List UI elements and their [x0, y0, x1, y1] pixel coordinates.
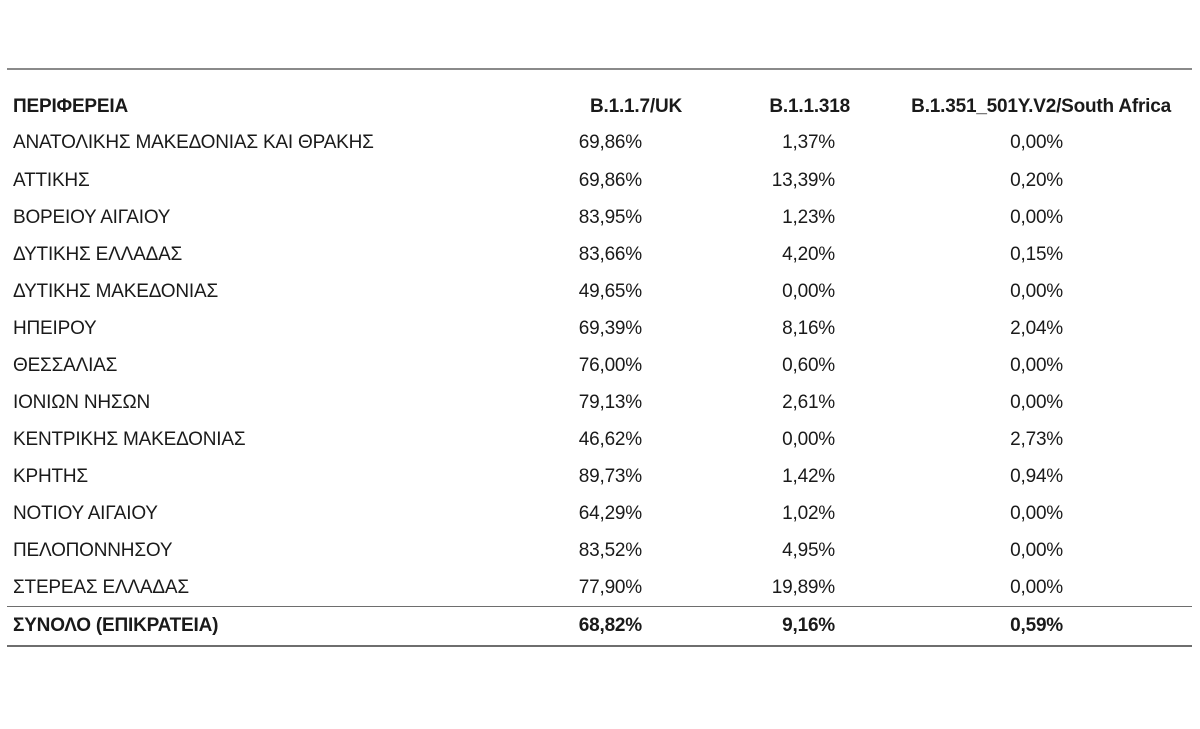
table-row: ΗΠΕΙΡΟΥ 69,39% 8,16% 2,04% — [7, 310, 1192, 347]
table-row: ΔΥΤΙΚΗΣ ΜΑΚΕΔΟΝΙΑΣ 49,65% 0,00% 0,00% — [7, 273, 1192, 310]
uk-cell: 83,95% — [578, 206, 642, 228]
region-cell: ΑΝΑΤΟΛΙΚΗΣ ΜΑΚΕΔΟΝΙΑΣ ΚΑΙ ΘΡΑΚΗΣ — [13, 132, 374, 153]
total-uk: 68,82% — [578, 615, 642, 636]
b318-cell: 4,20% — [782, 243, 835, 265]
header-uk-variant: B.1.1.7/UK — [590, 96, 682, 117]
uk-cell: 83,52% — [578, 539, 642, 561]
table-row: ΒΟΡΕΙΟΥ ΑΙΓΑΙΟΥ 83,95% 1,23% 0,00% — [7, 199, 1192, 236]
uk-cell: 77,90% — [578, 576, 642, 598]
table-row: ΚΕΝΤΡΙΚΗΣ ΜΑΚΕΔΟΝΙΑΣ 46,62% 0,00% 2,73% — [7, 421, 1192, 458]
table-row: ΔΥΤΙΚΗΣ ΕΛΛΑΔΑΣ 83,66% 4,20% 0,15% — [7, 236, 1192, 273]
b318-cell: 0,00% — [782, 428, 835, 450]
sa-cell: 2,73% — [1010, 428, 1063, 450]
uk-cell: 69,86% — [578, 132, 642, 153]
header-south-africa-variant: B.1.351_501Y.V2/South Africa — [911, 96, 1171, 117]
sa-cell: 0,00% — [1010, 502, 1063, 524]
table-bottom-rule — [7, 645, 1192, 647]
b318-cell: 0,00% — [782, 280, 835, 302]
uk-cell: 79,13% — [578, 391, 642, 413]
region-cell: ΚΡΗΤΗΣ — [13, 465, 88, 487]
table-top-rule — [7, 68, 1192, 70]
sa-cell: 0,15% — [1010, 243, 1063, 265]
region-cell: ΙΟΝΙΩΝ ΝΗΣΩΝ — [13, 391, 150, 413]
region-cell: ΘΕΣΣΑΛΙΑΣ — [13, 354, 118, 376]
uk-cell: 49,65% — [578, 280, 642, 302]
table-header-row: ΠΕΡΙΦΕΡΕΙΑ B.1.1.7/UK B.1.1.318 B.1.351_… — [7, 70, 1192, 124]
header-region: ΠΕΡΙΦΕΡΕΙΑ — [13, 96, 128, 117]
uk-cell: 46,62% — [578, 428, 642, 450]
table-row: ΑΝΑΤΟΛΙΚΗΣ ΜΑΚΕΔΟΝΙΑΣ ΚΑΙ ΘΡΑΚΗΣ 69,86% … — [7, 124, 1192, 162]
total-b318: 9,16% — [782, 615, 835, 636]
region-cell: ΣΤΕΡΕΑΣ ΕΛΛΑΔΑΣ — [13, 576, 189, 598]
table-row: ΠΕΛΟΠΟΝΝΗΣΟΥ 83,52% 4,95% 0,00% — [7, 532, 1192, 569]
region-cell: ΔΥΤΙΚΗΣ ΜΑΚΕΔΟΝΙΑΣ — [13, 280, 218, 302]
sa-cell: 0,00% — [1010, 132, 1063, 153]
region-cell: ΔΥΤΙΚΗΣ ΕΛΛΑΔΑΣ — [13, 243, 183, 265]
header-b11318-variant: B.1.1.318 — [769, 96, 850, 117]
sa-cell: 0,00% — [1010, 391, 1063, 413]
region-cell: ΠΕΛΟΠΟΝΝΗΣΟΥ — [13, 539, 173, 561]
region-cell: ΚΕΝΤΡΙΚΗΣ ΜΑΚΕΔΟΝΙΑΣ — [13, 428, 246, 450]
uk-cell: 69,39% — [578, 317, 642, 339]
table-total-rule — [7, 606, 1192, 607]
b318-cell: 1,02% — [782, 502, 835, 524]
b318-cell: 1,42% — [782, 465, 835, 487]
b318-cell: 13,39% — [771, 169, 835, 191]
b318-cell: 8,16% — [782, 317, 835, 339]
uk-cell: 89,73% — [578, 465, 642, 487]
uk-cell: 64,29% — [578, 502, 642, 524]
table-total-row: ΣΥΝΟΛΟ (ΕΠΙΚΡΑΤΕΙΑ) 68,82% 9,16% 0,59% — [7, 607, 1192, 645]
table-row: ΙΟΝΙΩΝ ΝΗΣΩΝ 79,13% 2,61% 0,00% — [7, 384, 1192, 421]
table-row: ΝΟΤΙΟΥ ΑΙΓΑΙΟΥ 64,29% 1,02% 0,00% — [7, 495, 1192, 532]
sa-cell: 0,94% — [1010, 465, 1063, 487]
region-cell: ΝΟΤΙΟΥ ΑΙΓΑΙΟΥ — [13, 502, 158, 524]
table-body: ΑΝΑΤΟΛΙΚΗΣ ΜΑΚΕΔΟΝΙΑΣ ΚΑΙ ΘΡΑΚΗΣ 69,86% … — [7, 124, 1192, 606]
sa-cell: 0,00% — [1010, 539, 1063, 561]
region-cell: ΑΤΤΙΚΗΣ — [13, 169, 90, 191]
table-row: ΘΕΣΣΑΛΙΑΣ 76,00% 0,60% 0,00% — [7, 347, 1192, 384]
b318-cell: 0,60% — [782, 354, 835, 376]
b318-cell: 2,61% — [782, 391, 835, 413]
table-row: ΣΤΕΡΕΑΣ ΕΛΛΑΔΑΣ 77,90% 19,89% 0,00% — [7, 569, 1192, 606]
region-cell: ΗΠΕΙΡΟΥ — [13, 317, 97, 339]
b318-cell: 19,89% — [771, 576, 835, 598]
variants-table: ΠΕΡΙΦΕΡΕΙΑ B.1.1.7/UK B.1.1.318 B.1.351_… — [7, 68, 1192, 647]
sa-cell: 0,00% — [1010, 576, 1063, 598]
uk-cell: 83,66% — [578, 243, 642, 265]
total-label: ΣΥΝΟΛΟ (ΕΠΙΚΡΑΤΕΙΑ) — [13, 615, 219, 636]
b318-cell: 1,23% — [782, 206, 835, 228]
uk-cell: 69,86% — [578, 169, 642, 191]
sa-cell: 0,00% — [1010, 206, 1063, 228]
b318-cell: 1,37% — [782, 132, 835, 153]
sa-cell: 2,04% — [1010, 317, 1063, 339]
sa-cell: 0,00% — [1010, 354, 1063, 376]
total-sa: 0,59% — [1010, 615, 1063, 636]
sa-cell: 0,20% — [1010, 169, 1063, 191]
region-cell: ΒΟΡΕΙΟΥ ΑΙΓΑΙΟΥ — [13, 206, 171, 228]
table-row: ΚΡΗΤΗΣ 89,73% 1,42% 0,94% — [7, 458, 1192, 495]
sa-cell: 0,00% — [1010, 280, 1063, 302]
table-row: ΑΤΤΙΚΗΣ 69,86% 13,39% 0,20% — [7, 162, 1192, 199]
b318-cell: 4,95% — [782, 539, 835, 561]
uk-cell: 76,00% — [578, 354, 642, 376]
